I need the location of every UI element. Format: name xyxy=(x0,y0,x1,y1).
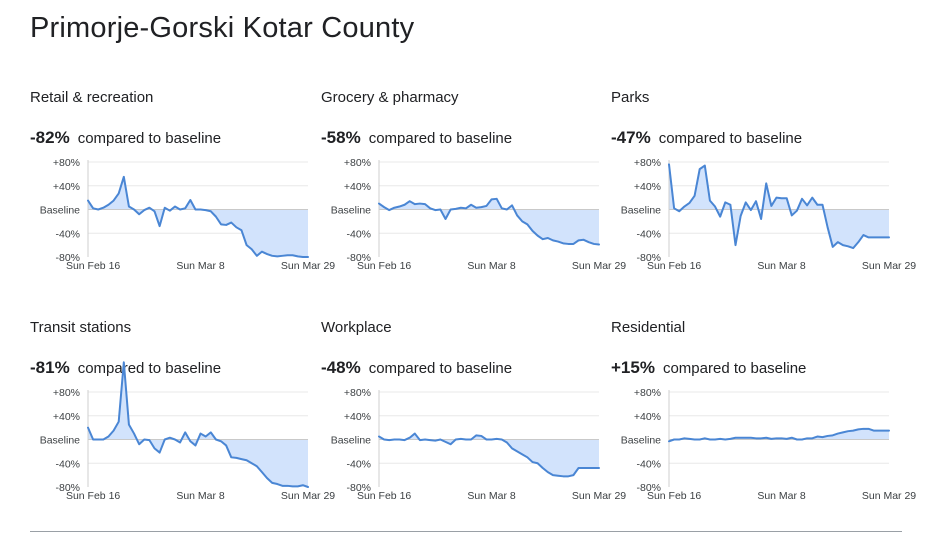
y-tick-label: Baseline xyxy=(621,205,661,217)
x-tick-label: Sun Mar 29 xyxy=(281,260,335,272)
headline-row: -47% compared to baseline xyxy=(611,128,802,148)
change-area xyxy=(669,428,889,442)
y-tick-label: -40% xyxy=(346,458,371,470)
headline-percent: -48% xyxy=(321,358,361,377)
trend-chart: +80% +40% Baseline -40% -80%Sun Feb 16 Sun Ma… xyxy=(40,361,335,502)
trend-chart: +80% +40% Baseline -40% -80%Sun Feb 16 Sun Ma… xyxy=(331,157,627,272)
category-title: Grocery & pharmacy xyxy=(321,89,459,106)
y-tick-label: -80% xyxy=(346,482,371,494)
headline-row: -82% compared to baseline xyxy=(30,128,221,148)
change-area xyxy=(88,362,308,487)
x-tick-label: Sun Mar 29 xyxy=(572,260,626,272)
change-area xyxy=(379,433,599,477)
headline-percent: -47% xyxy=(611,128,651,147)
y-tick-label: -40% xyxy=(55,228,80,240)
y-tick-label: +80% xyxy=(344,157,371,169)
y-tick-label: -80% xyxy=(636,252,661,264)
mobility-panel: Workplace -48% compared to baseline +80% +40… xyxy=(321,319,626,519)
y-tick-label: +80% xyxy=(634,157,661,169)
y-tick-label: -80% xyxy=(55,482,80,494)
x-tick-label: Sun Mar 8 xyxy=(176,490,225,502)
y-tick-label: +80% xyxy=(53,387,80,399)
trend-chart: +80% +40% Baseline -40% -80%Sun Feb 16 Sun Ma… xyxy=(621,387,917,502)
y-tick-label: +40% xyxy=(634,411,661,423)
y-tick-label: Baseline xyxy=(40,435,80,447)
page-title: Primorje-Gorski Kotar County xyxy=(30,12,415,44)
y-tick-label: +40% xyxy=(344,181,371,193)
headline-row: -48% compared to baseline xyxy=(321,358,512,378)
trend-chart: +80% +40% Baseline -40% -80%Sun Feb 16 Sun Ma… xyxy=(621,157,917,272)
trend-line xyxy=(87,175,309,258)
category-title: Transit stations xyxy=(30,319,132,336)
y-tick-label: Baseline xyxy=(621,435,661,447)
category-title: Residential xyxy=(611,319,686,336)
headline-percent: -58% xyxy=(321,128,361,147)
y-tick-label: -40% xyxy=(636,228,661,240)
y-tick-label: -80% xyxy=(55,252,80,264)
change-area xyxy=(669,164,889,249)
x-tick-label: Sun Mar 8 xyxy=(467,490,516,502)
compare-label: compared to baseline xyxy=(658,130,803,147)
y-tick-label: Baseline xyxy=(331,205,371,217)
headline-row: -58% compared to baseline xyxy=(321,128,512,148)
y-tick-label: -40% xyxy=(636,458,661,470)
headline-percent: +15% xyxy=(611,358,655,377)
x-tick-label: Sun Feb 16 xyxy=(647,490,701,502)
x-tick-label: Sun Mar 8 xyxy=(467,260,516,272)
change-area xyxy=(88,176,308,257)
mobility-panel: Residential +15% compared to baseline +80% +… xyxy=(611,319,916,519)
y-tick-label: +40% xyxy=(634,181,661,193)
headline-row: +15% compared to baseline xyxy=(611,358,806,378)
x-tick-label: Sun Feb 16 xyxy=(647,260,701,272)
trend-line xyxy=(668,163,890,250)
y-tick-label: +40% xyxy=(53,411,80,423)
x-tick-label: Sun Mar 8 xyxy=(176,260,225,272)
x-tick-label: Sun Mar 8 xyxy=(757,260,806,272)
x-tick-label: Sun Mar 29 xyxy=(281,490,335,502)
headline-row: -81% compared to baseline xyxy=(30,358,221,378)
x-tick-label: Sun Mar 29 xyxy=(572,490,626,502)
compare-label: compared to baseline xyxy=(368,130,513,147)
mobility-panel: Transit stations -81% compared to baseline… xyxy=(30,319,335,519)
trend-line xyxy=(378,197,600,246)
trend-line xyxy=(668,427,890,443)
trend-chart: +80% +40% Baseline -40% -80%Sun Feb 16 Sun Ma… xyxy=(40,157,336,272)
x-tick-label: Sun Feb 16 xyxy=(66,490,120,502)
y-tick-label: -80% xyxy=(636,482,661,494)
x-tick-label: Sun Feb 16 xyxy=(357,490,411,502)
y-tick-label: -80% xyxy=(346,252,371,264)
headline-percent: -82% xyxy=(30,128,70,147)
y-tick-label: +40% xyxy=(53,181,80,193)
trend-line xyxy=(378,432,600,478)
category-title: Workplace xyxy=(321,319,392,336)
compare-label: compared to baseline xyxy=(77,130,222,147)
category-title: Parks xyxy=(611,89,650,106)
y-tick-label: +40% xyxy=(344,411,371,423)
y-tick-label: -40% xyxy=(55,458,80,470)
mobility-panel: Parks -47% compared to baseline +80% +40% Bas… xyxy=(611,89,916,289)
x-tick-label: Sun Feb 16 xyxy=(357,260,411,272)
headline-percent: -81% xyxy=(30,358,70,377)
y-tick-label: +80% xyxy=(53,157,80,169)
mobility-panel: Grocery & pharmacy -58% compared to baseli… xyxy=(321,89,626,289)
bottom-divider xyxy=(30,531,902,532)
x-tick-label: Sun Mar 8 xyxy=(757,490,806,502)
change-area xyxy=(379,198,599,245)
x-tick-label: Sun Feb 16 xyxy=(66,260,120,272)
compare-label: compared to baseline xyxy=(77,360,222,377)
x-tick-label: Sun Mar 29 xyxy=(862,260,916,272)
y-tick-label: Baseline xyxy=(40,205,80,217)
trend-line xyxy=(87,361,309,488)
y-tick-label: +80% xyxy=(634,387,661,399)
category-title: Retail & recreation xyxy=(30,89,154,106)
y-tick-label: -40% xyxy=(346,228,371,240)
compare-label: compared to baseline xyxy=(662,360,807,377)
y-tick-label: +80% xyxy=(344,387,371,399)
x-tick-label: Sun Mar 29 xyxy=(862,490,916,502)
mobility-panel: Retail & recreation -82% compared to basel… xyxy=(30,89,335,289)
trend-chart: +80% +40% Baseline -40% -80%Sun Feb 16 Sun Ma… xyxy=(331,387,627,502)
compare-label: compared to baseline xyxy=(368,360,513,377)
y-tick-label: Baseline xyxy=(331,435,371,447)
